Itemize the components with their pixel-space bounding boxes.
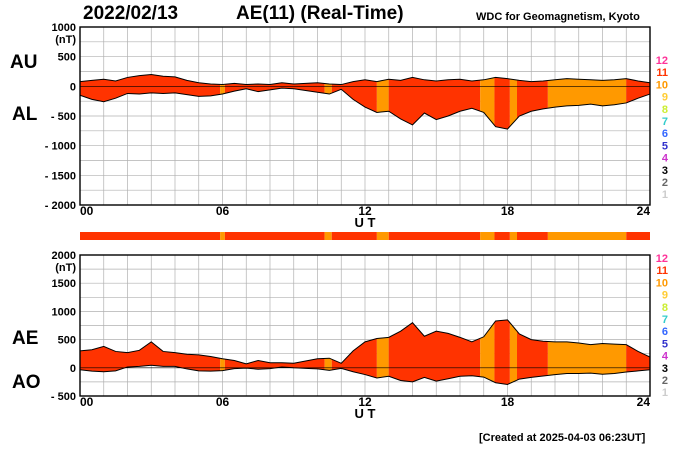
data-source: WDC for Geomagnetism, Kyoto	[476, 11, 640, 23]
legend-level-5: 5	[662, 338, 668, 350]
activity-strip-segment	[517, 232, 548, 240]
legend-level-2: 2	[662, 177, 668, 189]
activity-strip-segment	[494, 232, 510, 240]
legend-level-4: 4	[662, 153, 669, 165]
y-tick-label: 500	[58, 335, 76, 347]
legend-level-7: 7	[662, 314, 668, 326]
y-tick-label: - 2000	[45, 200, 76, 212]
x-axis-label: U T	[355, 406, 376, 421]
legend-level-6: 6	[662, 128, 668, 140]
legend-level-12: 12	[656, 55, 668, 67]
y-tick-label: - 1500	[45, 170, 76, 182]
activity-strip-segment	[224, 232, 325, 240]
activity-segment	[376, 74, 389, 130]
x-tick-label: 00	[80, 395, 94, 409]
y-tick-label: 0	[70, 363, 76, 375]
y-tick-label: - 500	[51, 391, 76, 403]
legend-level-6: 6	[662, 326, 668, 338]
legend-level-11: 11	[656, 265, 668, 277]
x-axis-label: U T	[355, 215, 376, 230]
activity-strip-segment	[376, 232, 389, 240]
x-tick-label: 00	[80, 204, 94, 218]
au-label: AU	[10, 52, 38, 73]
x-tick-label: 18	[501, 395, 515, 409]
y-tick-label: 1000	[52, 22, 76, 34]
activity-strip-segment	[220, 232, 225, 240]
created-timestamp: [Created at 2025-04-03 06:23UT]	[479, 432, 646, 444]
y-tick-label: 1500	[52, 278, 76, 290]
activity-strip-segment	[480, 232, 495, 240]
x-tick-label: 24	[637, 204, 651, 218]
activity-strip-segment	[388, 232, 481, 240]
activity-segment	[376, 319, 389, 385]
activity-strip-segment	[324, 232, 332, 240]
y-tick-label: 0	[70, 81, 76, 93]
x-tick-label: 12	[358, 395, 372, 409]
al-label: AL	[12, 104, 38, 125]
legend-level-11: 11	[656, 67, 668, 79]
legend-level-9: 9	[662, 92, 668, 104]
chart-title: AE(11) (Real-Time)	[236, 3, 404, 24]
plot-frame	[79, 254, 651, 397]
legend-level-8: 8	[662, 302, 668, 314]
legend-level-4: 4	[662, 351, 669, 363]
legend-level-2: 2	[662, 375, 668, 387]
x-tick-label: 06	[216, 395, 230, 409]
y-tick-label: 500	[58, 52, 76, 64]
ao-label: AO	[12, 372, 41, 393]
ae-label: AE	[12, 328, 39, 349]
plot-frame	[79, 26, 651, 206]
activity-strip-segment	[509, 232, 517, 240]
y-tick-label: - 500	[51, 111, 76, 123]
activity-segment	[509, 319, 517, 385]
legend-level-10: 10	[656, 277, 668, 289]
legend-level-10: 10	[656, 79, 668, 91]
activity-segment	[494, 319, 510, 385]
legend-level-9: 9	[662, 290, 668, 302]
x-tick-label: 24	[637, 395, 651, 409]
y-unit-label: (nT)	[55, 34, 76, 46]
activity-strip-segment	[547, 232, 627, 240]
activity-strip-segment	[80, 232, 221, 240]
chart-date: 2022/02/13	[83, 3, 179, 24]
y-tick-label: 2000	[52, 250, 76, 262]
legend-level-1: 1	[662, 387, 668, 399]
y-tick-label: 1000	[52, 306, 76, 318]
series-line-ao	[79, 364, 651, 385]
series-line-ae	[79, 319, 651, 365]
activity-segment	[494, 74, 510, 130]
x-tick-label: 12	[358, 204, 372, 218]
legend-level-5: 5	[662, 140, 668, 152]
legend-level-3: 3	[662, 165, 668, 177]
series-line-au	[79, 73, 651, 86]
legend-level-3: 3	[662, 363, 668, 375]
y-tick-label: - 1000	[45, 141, 76, 153]
y-unit-label: (nT)	[55, 262, 76, 274]
legend-level-7: 7	[662, 116, 668, 128]
activity-strip-segment	[331, 232, 377, 240]
x-tick-label: 18	[501, 204, 515, 218]
activity-segment	[509, 74, 517, 130]
legend-level-1: 1	[662, 189, 668, 201]
legend-level-8: 8	[662, 104, 668, 116]
x-tick-label: 06	[216, 204, 230, 218]
legend-level-12: 12	[656, 253, 668, 265]
series-line-al	[79, 87, 651, 130]
activity-strip-segment	[626, 232, 650, 240]
